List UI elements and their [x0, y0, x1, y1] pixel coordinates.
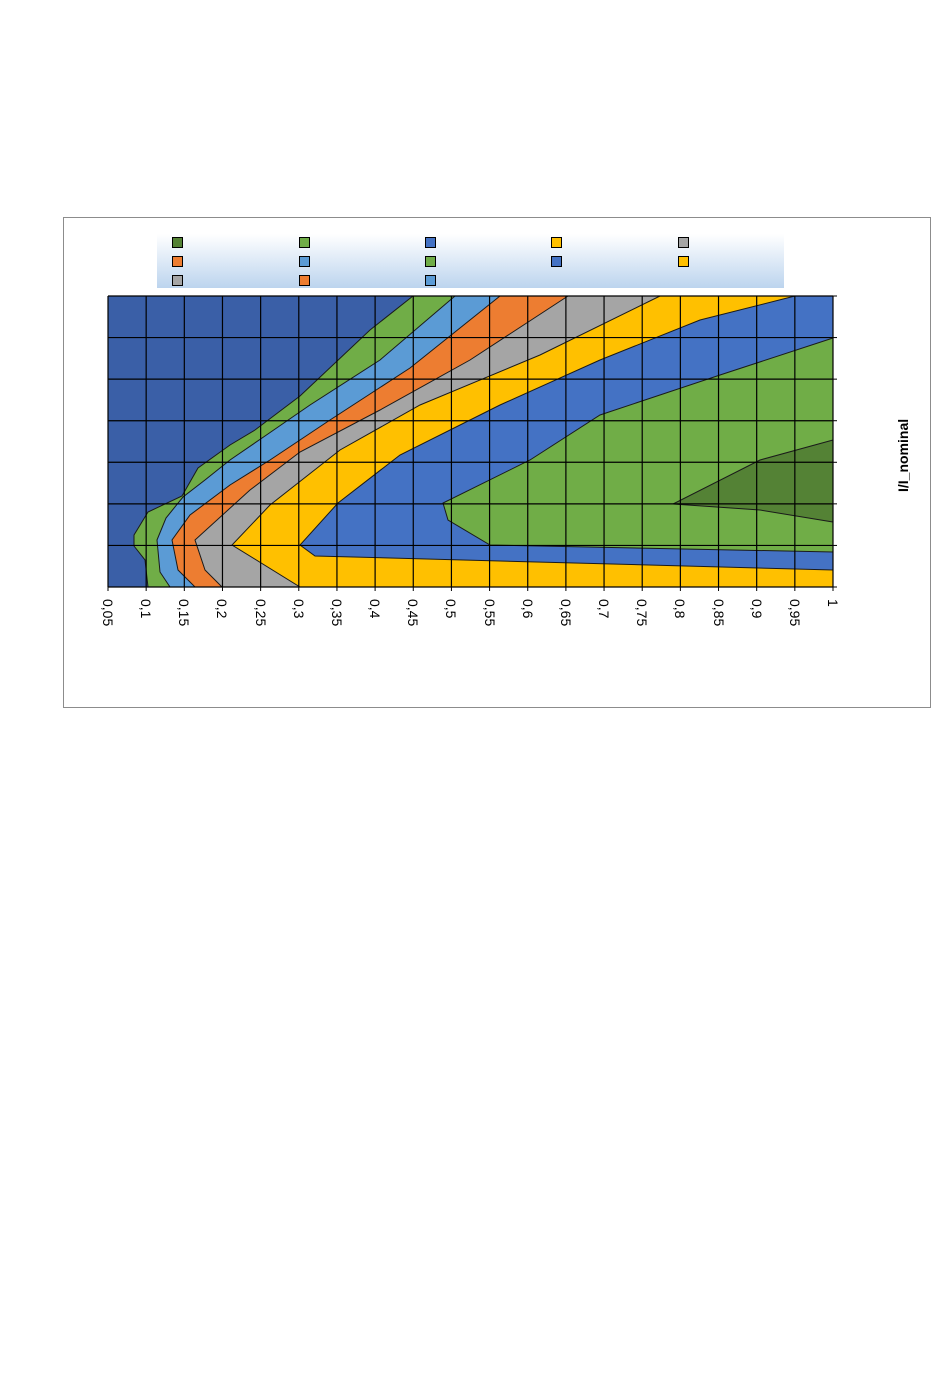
x-tick-label: 0,25	[252, 599, 269, 627]
y-axis-label: I/I_nominal	[895, 418, 911, 492]
legend-swatch	[678, 256, 689, 267]
legend-swatch	[678, 237, 689, 248]
legend-swatch	[551, 237, 562, 248]
x-tick-label: 0,7	[596, 599, 613, 619]
legend-swatch	[299, 256, 310, 267]
x-tick-label: 0,45	[405, 599, 422, 627]
x-tick-label: 0,65	[557, 599, 574, 627]
legend-swatch	[299, 275, 310, 286]
legend-swatch	[172, 256, 183, 267]
x-tick-label: 0,85	[710, 599, 727, 627]
x-tick-label: 1	[825, 599, 841, 607]
x-tick-label: 0,35	[328, 599, 345, 627]
axis-lines	[107, 295, 837, 591]
legend-swatch	[551, 256, 562, 267]
x-tick-label: 0,95	[786, 599, 803, 627]
legend-swatch	[425, 237, 436, 248]
x-tick-label: 0,15	[176, 599, 193, 627]
legend-swatch	[425, 275, 436, 286]
x-tick-label: 0,05	[100, 599, 116, 627]
x-tick-label: 0,2	[214, 599, 231, 619]
x-tick-label: 0,4	[367, 599, 384, 619]
x-tick-label: 0,8	[672, 599, 689, 619]
x-tick-label: 0,9	[748, 599, 765, 619]
legend-swatch	[172, 237, 183, 248]
x-tick-label: 0,6	[519, 599, 536, 619]
legend-swatch	[299, 237, 310, 248]
x-tick-label: 0,5	[443, 599, 460, 619]
x-tick-label: 0,75	[634, 599, 651, 627]
legend-swatch	[425, 256, 436, 267]
chart-legend	[157, 234, 784, 288]
x-tick-label: 0,55	[481, 599, 498, 627]
x-tick-label: 0,1	[138, 599, 155, 619]
x-tick-label: 0,3	[290, 599, 307, 619]
contour-bands	[108, 295, 834, 588]
legend-swatch	[172, 275, 183, 286]
grid-lines	[107, 295, 834, 588]
